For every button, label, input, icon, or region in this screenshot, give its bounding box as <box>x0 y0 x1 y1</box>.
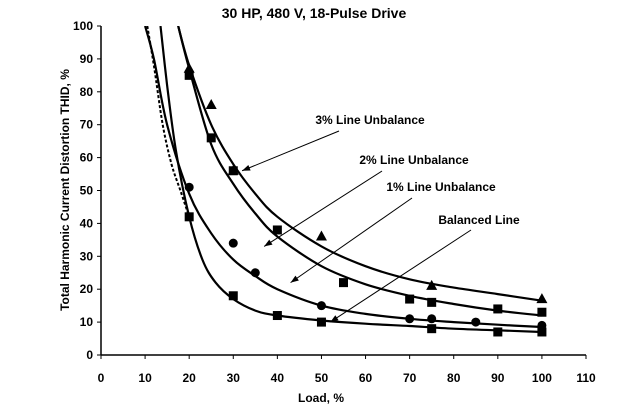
square-point <box>184 70 194 80</box>
square-point <box>537 307 547 317</box>
square-point <box>228 291 238 301</box>
annotation-arrowhead <box>242 164 251 171</box>
annotation-arrow <box>290 197 413 284</box>
annotation-arrowhead <box>264 239 273 247</box>
square-point <box>316 317 326 327</box>
annotation-arrowhead <box>290 275 299 283</box>
circle-point <box>228 238 238 248</box>
y-tick-label: 0 <box>86 348 93 362</box>
annotation-arrow <box>263 170 383 247</box>
x-tick-label: 60 <box>359 371 373 385</box>
annotation-arrow <box>329 229 472 323</box>
y-tick-label: 60 <box>80 151 94 165</box>
x-tick-label: 10 <box>138 371 152 385</box>
y-tick-label: 10 <box>80 315 94 329</box>
y-tick-label: 80 <box>80 85 94 99</box>
chart-title: 30 HP, 480 V, 18-Pulse Drive <box>222 5 407 21</box>
curve-3 <box>159 26 542 334</box>
x-tick-label: 0 <box>98 371 105 385</box>
curve-dashed-3 <box>146 26 191 218</box>
square-point <box>272 311 282 321</box>
data-points <box>183 62 548 337</box>
x-tick-label: 40 <box>271 371 285 385</box>
y-tick-label: 70 <box>80 118 94 132</box>
square-point <box>537 327 547 337</box>
square-point <box>272 225 282 235</box>
annotation-label: 1% Line Unbalance <box>386 180 496 194</box>
x-tick-label: 20 <box>183 371 197 385</box>
annotation-arrowhead <box>330 315 339 323</box>
triangle-point <box>536 293 548 304</box>
y-tick-label: 50 <box>80 184 94 198</box>
triangle-point <box>315 230 327 241</box>
circle-point <box>184 182 194 192</box>
circle-point <box>250 268 260 278</box>
square-point <box>206 133 216 143</box>
square-point <box>339 278 348 288</box>
x-tick-label: 50 <box>315 371 329 385</box>
square-point <box>427 324 437 334</box>
y-tick-label: 30 <box>80 249 94 263</box>
circle-point <box>316 301 326 311</box>
x-tick-label: 100 <box>532 371 552 385</box>
x-tick-label: 30 <box>227 371 241 385</box>
x-tick-label: 90 <box>491 371 505 385</box>
annotations: 3% Line Unbalance 2% Line Unbalance 1% Lin… <box>241 113 520 323</box>
square-point <box>493 327 503 337</box>
y-tick-label: 20 <box>80 282 94 296</box>
curve-2 <box>144 26 542 329</box>
circle-point <box>405 314 415 324</box>
annotation-label: Balanced Line <box>438 213 520 227</box>
annotation-arrow <box>241 130 340 172</box>
square-point <box>427 297 437 307</box>
y-tick-label: 100 <box>73 19 93 33</box>
axes: 0 10 20 30 40 50 60 70 80 90 100 0 10 20 30 40 50 60 70 80 9… <box>73 19 596 385</box>
triangle-point <box>426 279 438 290</box>
y-tick-label: 40 <box>80 216 94 230</box>
y-axis-label: Total Harmonic Current Distortion THID, … <box>58 69 72 311</box>
square-point <box>184 212 194 222</box>
triangle-point <box>205 98 217 109</box>
square-point <box>493 304 503 314</box>
square-point <box>405 294 415 304</box>
y-tick-label: 90 <box>80 52 94 66</box>
annotation-label: 2% Line Unbalance <box>359 153 469 167</box>
square-point <box>228 166 238 176</box>
curve-0 <box>177 26 543 302</box>
x-tick-label: 80 <box>447 371 461 385</box>
triangle-point <box>183 62 195 73</box>
x-tick-label: 110 <box>576 371 596 385</box>
annotation-label: 3% Line Unbalance <box>315 113 425 127</box>
x-tick-label: 70 <box>403 371 417 385</box>
x-axis-label: Load, % <box>298 391 344 405</box>
circle-point <box>471 317 481 327</box>
circle-point <box>427 314 437 324</box>
